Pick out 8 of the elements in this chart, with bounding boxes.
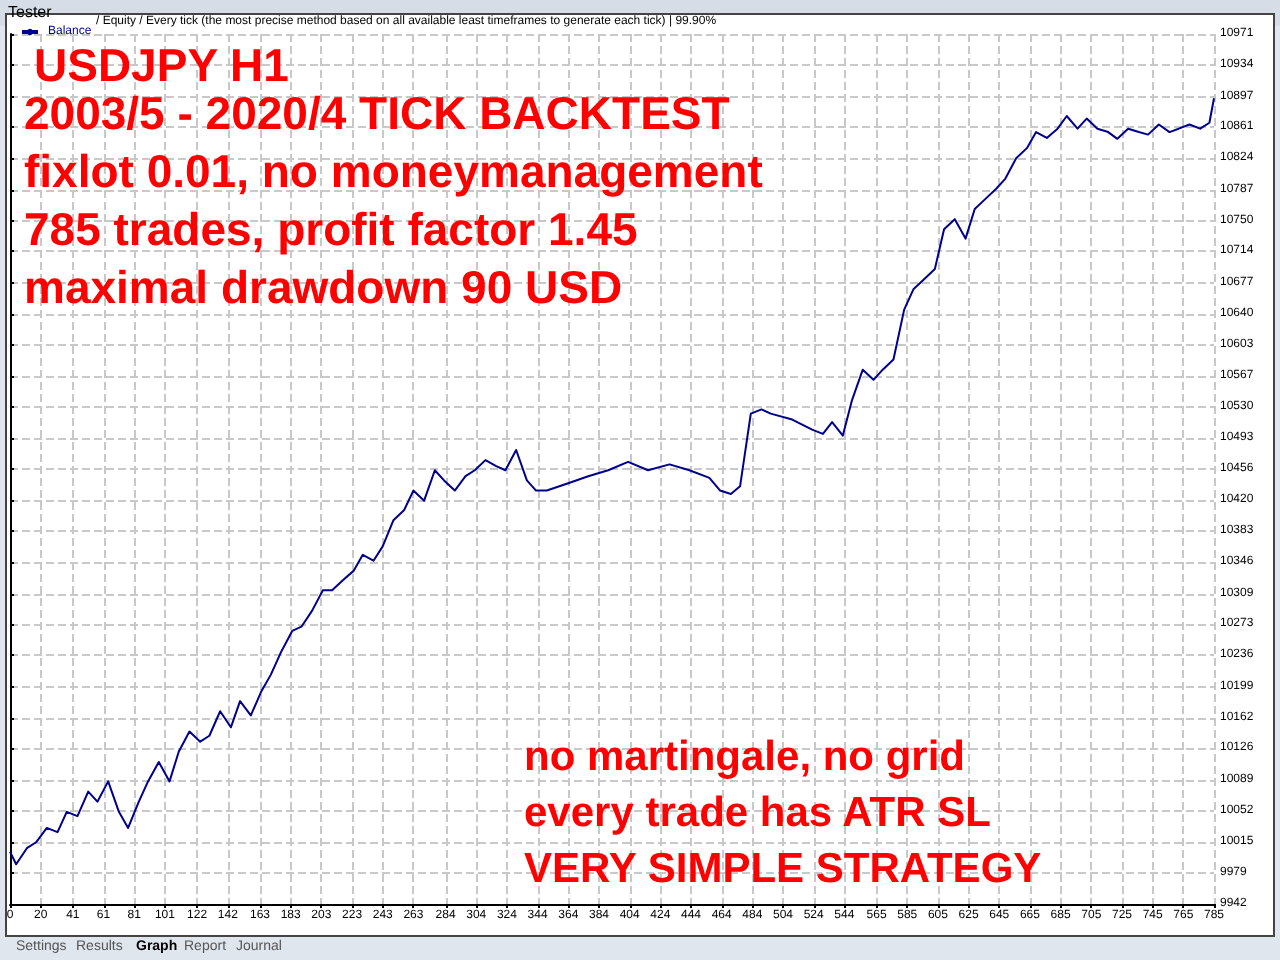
- annotation: 785 trades, profit factor 1.45: [24, 203, 638, 255]
- annotation: no martingale, no grid: [524, 734, 966, 780]
- chart-title: USDJPY H1: [34, 39, 290, 91]
- annotation: maximal drawdown 90 USD: [24, 261, 623, 313]
- annotation: 2003/5 - 2020/4 TICK BACKTEST: [24, 87, 730, 139]
- annotation: VERY SIMPLE STRATEGY: [524, 846, 1042, 892]
- annotation: every trade has ATR SL: [524, 790, 992, 836]
- annotation: fixlot 0.01, no moneymanagement: [24, 145, 764, 197]
